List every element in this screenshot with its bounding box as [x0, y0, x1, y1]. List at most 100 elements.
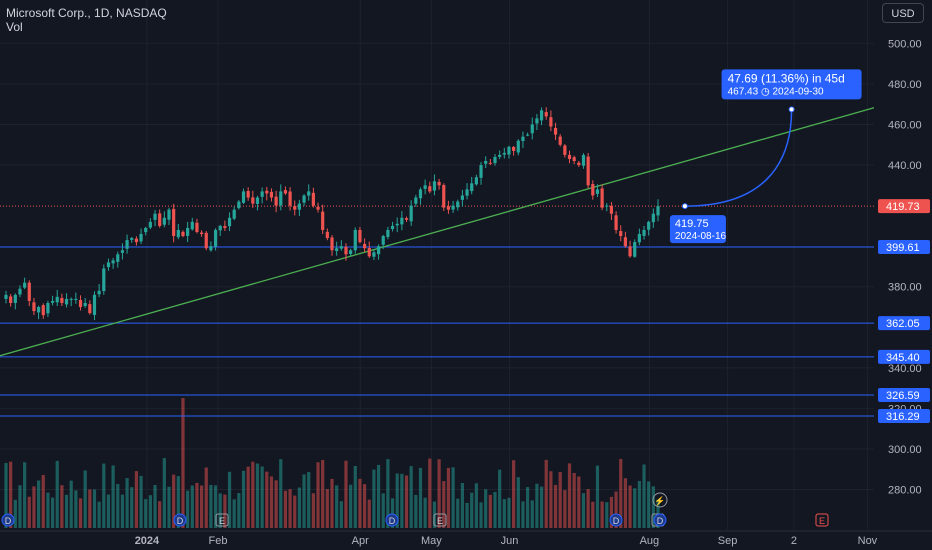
dividend-marker[interactable] — [609, 513, 623, 527]
price-level-tag[interactable] — [878, 239, 930, 254]
candle-body — [162, 217, 166, 225]
earnings-marker[interactable] — [215, 513, 229, 527]
volume-bar — [4, 462, 8, 528]
volume-bar — [595, 465, 600, 528]
volume-bar — [581, 493, 586, 528]
volume-bar — [605, 502, 609, 528]
trendline-line[interactable] — [0, 105, 880, 357]
candle-body — [130, 238, 134, 240]
volume-bar — [628, 485, 632, 528]
earnings-marker[interactable] — [433, 513, 447, 527]
dividend-marker[interactable] — [653, 513, 667, 527]
volume-bar — [60, 485, 64, 528]
candle-body — [423, 185, 427, 189]
volume-bar — [530, 500, 534, 528]
price-level-tag[interactable] — [878, 408, 930, 423]
volume-bar — [9, 461, 13, 528]
candle-body — [484, 161, 488, 164]
projection-end-price-date: 467.43 ◷ 2024-09-30 — [728, 86, 824, 97]
projection-curve[interactable] — [684, 109, 793, 207]
candle-body — [623, 237, 627, 247]
volume-bar — [484, 489, 488, 528]
price-level-tag[interactable] — [878, 349, 930, 364]
earnings-marker[interactable] — [815, 513, 829, 527]
projection-start-date: 2024-08-16 — [675, 231, 727, 242]
volume-bar — [344, 460, 348, 528]
volume-bar — [563, 490, 567, 528]
volume-bar — [265, 471, 269, 528]
volume-bar — [195, 482, 199, 528]
candle-body — [265, 190, 269, 194]
projection-start-handle[interactable] — [681, 203, 688, 210]
volume-bar — [302, 474, 306, 528]
volume-bar — [209, 484, 213, 528]
candle-body — [367, 247, 371, 257]
flash-icon[interactable] — [652, 492, 668, 508]
candle-body — [190, 221, 194, 230]
candle-body — [567, 154, 572, 159]
candle-body — [656, 206, 660, 216]
volume-bar — [651, 486, 655, 528]
volume-bar — [274, 480, 278, 528]
candle-body — [526, 134, 530, 136]
candle-body — [493, 156, 497, 164]
candle-body — [605, 205, 609, 207]
dividend-marker[interactable] — [173, 513, 187, 527]
event-marker-label: D — [177, 516, 184, 526]
horizontal-lines[interactable] — [0, 205, 874, 417]
candle-body — [339, 246, 343, 249]
candle-body — [27, 282, 31, 301]
volume-bar — [200, 485, 204, 528]
volume-bar — [330, 478, 334, 528]
time-axis[interactable]: 2024 Feb Apr May Jun Aug Sep 2 Nov — [0, 530, 932, 547]
candle-body — [311, 192, 315, 206]
candle-body — [460, 195, 464, 200]
projection-end-handle[interactable] — [788, 106, 795, 113]
chart-title: Microsoft Corp., 1D, NASDAQ — [6, 6, 167, 20]
volume-bar — [479, 502, 483, 528]
candle-body — [251, 197, 255, 204]
volume-bar — [353, 465, 357, 528]
candle-body — [111, 260, 115, 264]
candle-body — [498, 154, 502, 157]
price-level-tag[interactable] — [878, 388, 930, 403]
volume-bar — [376, 464, 381, 528]
projection-change-label: 47.69 (11.36%) in 45d — [728, 71, 845, 85]
volume-bar — [567, 463, 572, 528]
candle-body — [335, 248, 339, 252]
price-level-tag[interactable] — [878, 316, 930, 331]
event-marker-label: E — [819, 516, 825, 526]
volume-bar — [246, 466, 250, 528]
time-tick-label: Jun — [501, 535, 519, 547]
dividend-marker[interactable] — [1, 513, 15, 527]
candle-body — [167, 209, 171, 220]
volume-bar — [241, 470, 246, 528]
candle-body — [363, 243, 367, 249]
event-markers[interactable]: DDEDEDEDE⚡ — [1, 492, 829, 527]
currency-button[interactable]: USD — [882, 3, 924, 23]
volume-bar — [27, 496, 31, 528]
candle-body — [223, 226, 227, 228]
dividend-marker[interactable] — [385, 513, 399, 527]
volume-bar — [409, 466, 413, 528]
volume-bar — [367, 499, 371, 528]
price-level-tag-label: 362.05 — [886, 318, 920, 330]
price-axis[interactable]: 500.00480.00460.00440.00380.00340.00320.… — [874, 0, 932, 530]
volume-bar — [386, 459, 390, 528]
event-marker-label: D — [5, 516, 12, 526]
candle-body — [232, 209, 236, 219]
candle-body — [69, 298, 73, 300]
price-tick-label: 380.00 — [888, 282, 922, 294]
time-tick-label: Nov — [858, 535, 878, 547]
candle-body — [241, 191, 246, 203]
candle-body — [297, 203, 301, 210]
candle-body — [120, 250, 125, 253]
volume-bar — [69, 480, 73, 528]
candle-body — [446, 206, 451, 210]
candle-body — [628, 246, 632, 257]
volume-bar — [465, 502, 469, 528]
volume-bar — [623, 478, 627, 528]
trendline[interactable] — [0, 105, 880, 357]
